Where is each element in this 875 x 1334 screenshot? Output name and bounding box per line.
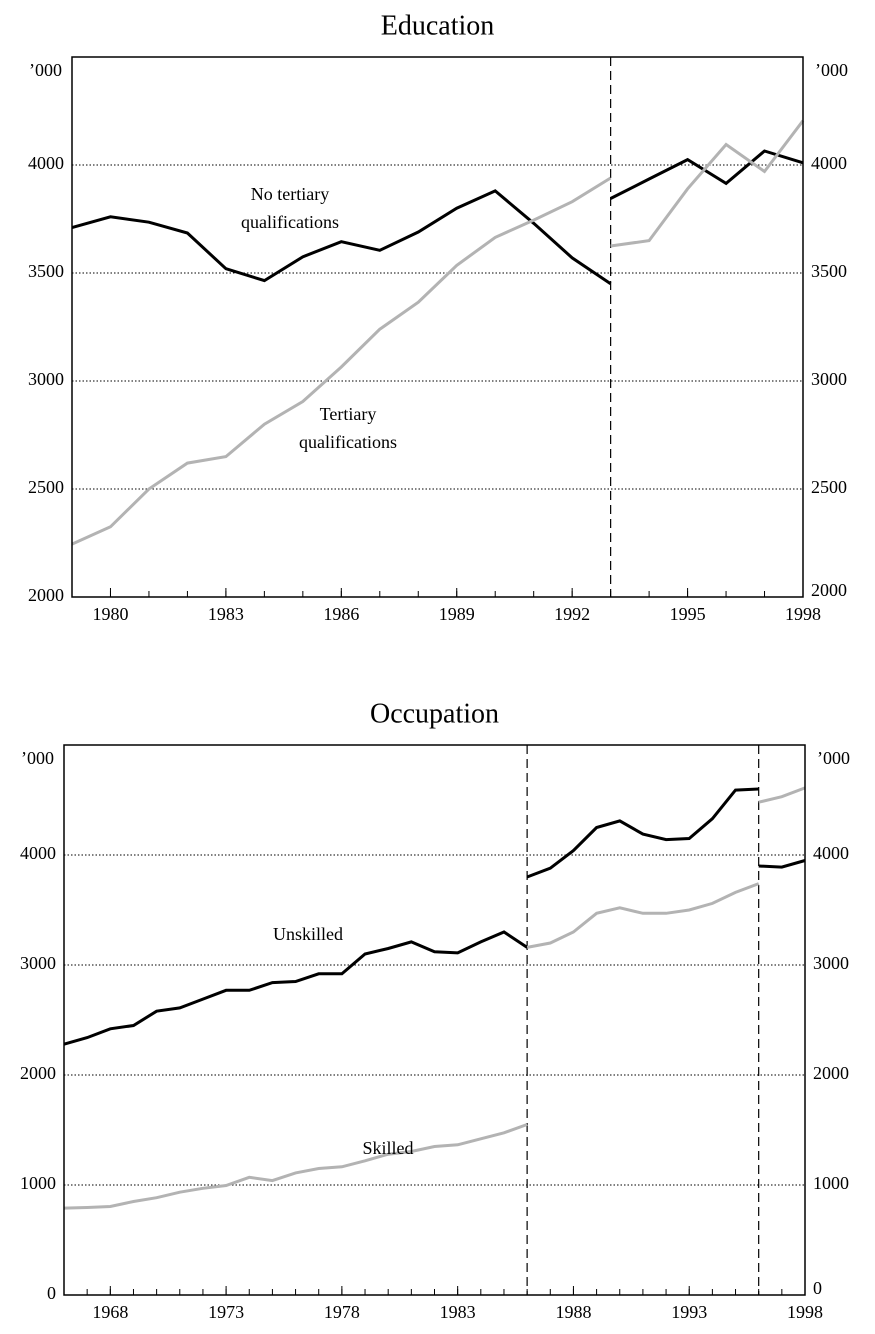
y-tick-label: 2000 [20, 1063, 56, 1083]
y-tick-label: 3000 [28, 369, 64, 389]
plot-frame [63, 744, 806, 1296]
y-tick-label: 2000 [28, 585, 64, 605]
y2-tick-label: 3000 [813, 953, 849, 973]
x-tick-label: 1993 [671, 1302, 707, 1322]
series-line [71, 119, 805, 546]
y-tick-label: 1000 [20, 1173, 56, 1193]
series-label: Unskilled [273, 924, 343, 944]
series-label: Skilled [362, 1138, 413, 1158]
x-tick-label: 1998 [787, 1302, 823, 1322]
chart-title: Occupation [370, 698, 499, 729]
x-tick-label: 1980 [92, 604, 128, 624]
x-tick-label: 1998 [785, 604, 821, 624]
y2-tick-label: 1000 [813, 1173, 849, 1193]
series-line [63, 786, 806, 1210]
unit-label-right: ’000 [815, 60, 848, 80]
x-tick-label: 1973 [208, 1302, 244, 1322]
unit-label: ’000 [21, 748, 54, 768]
series-label: Tertiary [320, 404, 377, 424]
x-tick-label: 1983 [440, 1302, 476, 1322]
x-tick-label: 1978 [324, 1302, 360, 1322]
x-tick-label: 1988 [555, 1302, 591, 1322]
chart-title: Education [381, 10, 495, 41]
x-tick-label: 1989 [439, 604, 475, 624]
y-tick-label: 0 [47, 1283, 56, 1303]
series-label: qualifications [241, 212, 339, 232]
x-tick-label: 1992 [554, 604, 590, 624]
x-tick-label: 1983 [208, 604, 244, 624]
y2-tick-label: 2000 [813, 1063, 849, 1083]
x-tick-label: 1968 [92, 1302, 128, 1322]
series-line [63, 787, 806, 1046]
x-tick-label: 1995 [670, 604, 706, 624]
y-tick-label: 4000 [28, 153, 64, 173]
y-tick-label: 4000 [20, 843, 56, 863]
y2-tick-label: 4000 [813, 843, 849, 863]
y2-tick-label: 4000 [811, 153, 847, 173]
plot-frame [71, 56, 804, 598]
unit-label: ’000 [29, 60, 62, 80]
y2-tick-label: 0 [813, 1278, 822, 1298]
y2-tick-label: 2500 [811, 477, 847, 497]
x-tick-label: 1986 [323, 604, 359, 624]
unit-label-right: ’000 [817, 748, 850, 768]
y-tick-label: 3000 [20, 953, 56, 973]
y2-tick-label: 2000 [811, 580, 847, 600]
y2-tick-label: 3500 [811, 261, 847, 281]
series-label: No tertiary [251, 184, 329, 204]
series-line [71, 149, 804, 286]
y-tick-label: 3500 [28, 261, 64, 281]
y-tick-label: 2500 [28, 477, 64, 497]
y2-tick-label: 3000 [811, 369, 847, 389]
series-label: qualifications [299, 432, 397, 452]
